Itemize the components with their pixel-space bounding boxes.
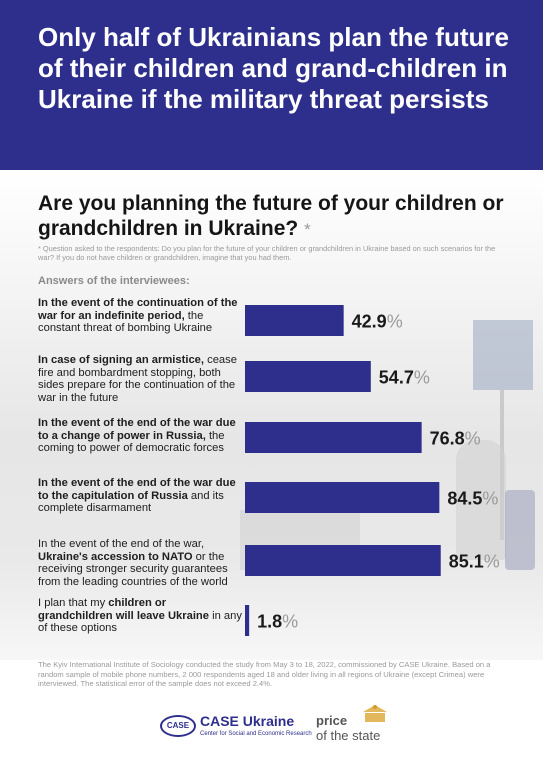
value-label: 85.1% [449, 552, 500, 572]
category-label: In case of signing an armistice, cease f… [38, 354, 243, 404]
person-silhouette-image [456, 440, 506, 560]
category-label-text: and its complete disarmament [38, 489, 224, 515]
value-percent-sign: % [414, 368, 430, 388]
value-percent-sign: % [282, 612, 298, 632]
category-label-bold: Ukraine's accession to NATO [38, 550, 193, 563]
category-label: In the event of the continuation of the … [38, 297, 243, 335]
case-tagline: Center for Social and Economic Research [200, 731, 312, 737]
value-percent-sign: % [387, 312, 403, 332]
value-label: 42.9% [352, 312, 403, 332]
background-photo [0, 170, 543, 660]
building-icon [363, 705, 387, 722]
bar [245, 545, 441, 576]
case-name: CASE Ukraine [200, 713, 295, 729]
category-label-bold: children or grandchildren will leave Ukr… [38, 597, 209, 622]
bar [245, 361, 371, 392]
category-label: I plan that my children or grandchildren… [38, 597, 243, 635]
category-label-bold: In case of signing an armistice, [38, 354, 204, 366]
case-ukraine-logo: CASE CASE Ukraine Center for Social and … [160, 712, 312, 742]
study-footnote: The Kyiv International Institute of Soci… [38, 660, 491, 689]
value-label: 84.5% [447, 489, 498, 509]
bar [245, 605, 250, 636]
category-label-text: the constant threat of bombing Ukraine [38, 309, 213, 335]
category-label-bold: In the event of the end of the war due t… [38, 417, 236, 442]
value-number: 85.1 [449, 552, 484, 572]
eu-sign-image [473, 320, 533, 390]
category-label: In the event of the end of the war due t… [38, 477, 243, 515]
value-number: 42.9 [352, 312, 387, 332]
price-of-the-state-logo: price of the state [316, 703, 396, 747]
value-number: 84.5 [447, 489, 482, 509]
header-banner: Only half of Ukrainians plan the future … [0, 0, 543, 170]
value-number: 54.7 [379, 368, 414, 388]
category-label-text: the coming to power of democratic forces [38, 429, 225, 455]
value-number: 76.8 [430, 429, 465, 449]
question-text: Are you planning the future of your chil… [38, 192, 504, 240]
question-note: * Question asked to the respondents: Do … [38, 244, 496, 262]
category-label-text: or the receiving stronger security guara… [38, 550, 228, 588]
category-label-text: in any of these options [38, 609, 242, 635]
value-percent-sign: % [465, 429, 481, 449]
value-label: 54.7% [379, 368, 430, 388]
bar [245, 305, 344, 336]
value-percent-sign: % [484, 552, 500, 572]
value-label: 76.8% [430, 429, 481, 449]
category-label-text: cease fire and bombardment stopping, bot… [38, 354, 237, 404]
luggage-image [505, 490, 535, 570]
category-label-bold: In the event of the continuation of the … [38, 297, 238, 322]
pots-line1: price [316, 713, 348, 728]
value-label: 1.8% [257, 612, 298, 632]
category-label-text: In the event of the end of the war, [38, 538, 205, 550]
page-title: Only half of Ukrainians plan the future … [38, 22, 509, 114]
category-label: In the event of the end of the war due t… [38, 417, 243, 455]
question-star: * [304, 220, 311, 239]
answers-heading: Answers of the interviewees: [38, 275, 190, 287]
bar [245, 482, 440, 513]
value-number: 1.8 [257, 612, 282, 632]
category-label-text: I plan that my [38, 597, 109, 609]
category-label: In the event of the end of the war, Ukra… [38, 538, 243, 588]
chart-question: Are you planning the future of your chil… [38, 191, 508, 242]
pots-line2: of the state [316, 728, 381, 743]
bar [245, 422, 422, 453]
value-percent-sign: % [482, 489, 498, 509]
case-emblem-icon: CASE [160, 715, 196, 737]
category-label-bold: In the event of the end of the war due t… [38, 477, 236, 502]
